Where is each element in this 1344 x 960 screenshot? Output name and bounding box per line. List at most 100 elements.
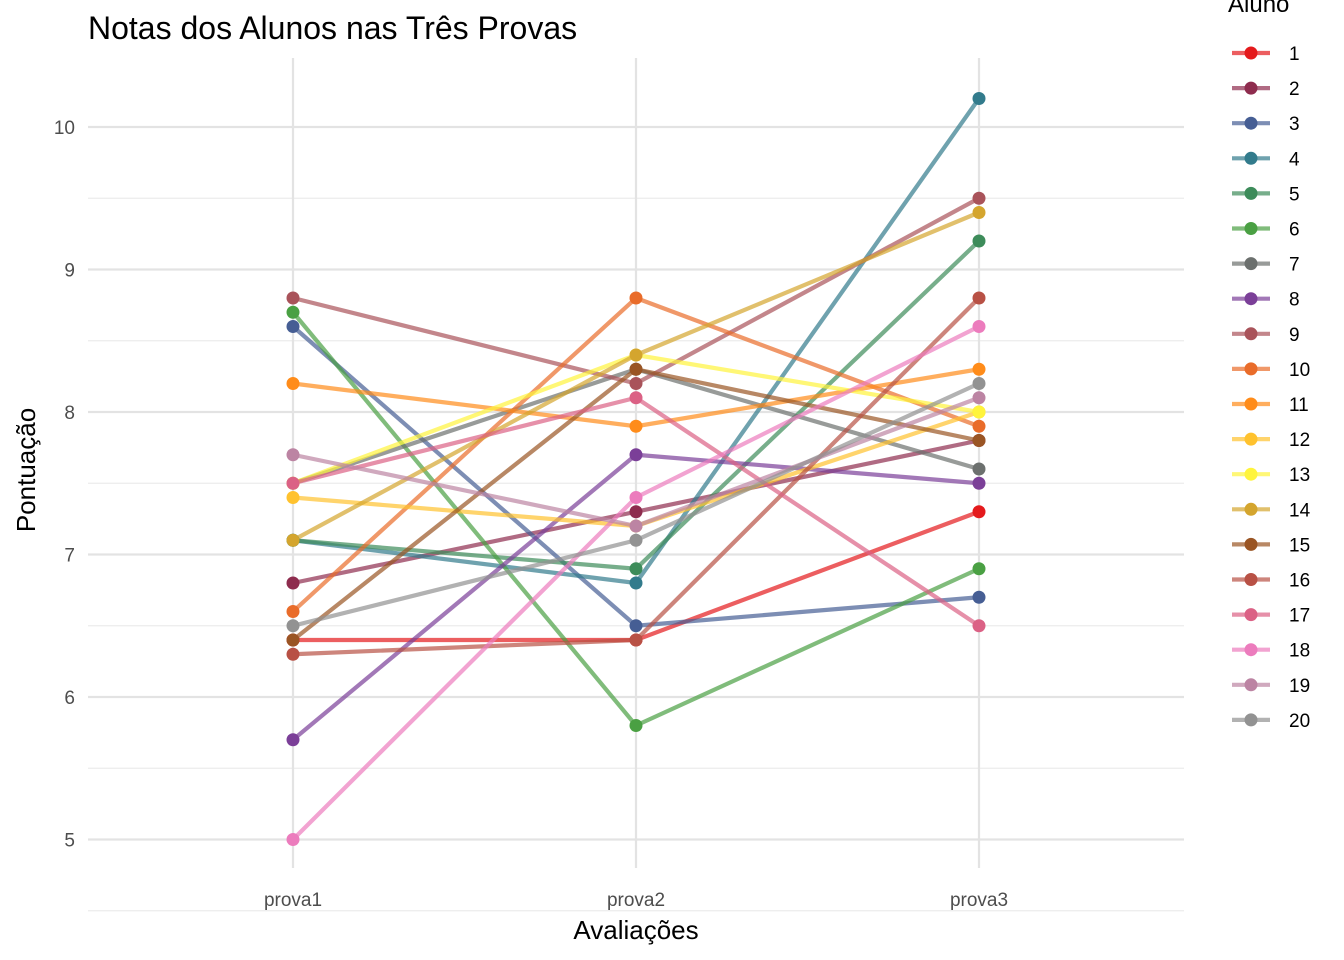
data-point-19	[972, 391, 986, 405]
legend-item: 7	[1232, 255, 1300, 276]
legend-label: 9	[1289, 325, 1300, 346]
data-point-15	[629, 362, 643, 376]
legend-label: 14	[1289, 500, 1311, 521]
y-tick-label: 7	[64, 546, 75, 567]
legend-item: 4	[1232, 149, 1300, 170]
data-point-7	[972, 462, 986, 476]
data-point-3	[972, 590, 986, 604]
y-tick-label: 10	[54, 118, 75, 139]
data-point-12	[286, 491, 300, 504]
x-axis-ticks: prova1 prova2 prova3	[264, 890, 1008, 911]
legend-key-point	[1244, 713, 1258, 727]
data-point-17	[972, 619, 986, 633]
data-point-20	[286, 619, 300, 633]
data-point-5	[972, 234, 986, 248]
legend-label: 5	[1289, 184, 1300, 205]
data-point-18	[286, 833, 300, 846]
legend-item: 12	[1232, 430, 1310, 451]
legend-label: 12	[1289, 430, 1310, 451]
legend-key-point	[1244, 222, 1258, 235]
data-point-20	[972, 377, 986, 390]
legend-label: 4	[1289, 149, 1300, 170]
data-point-11	[972, 362, 986, 376]
legend-key-point	[1244, 327, 1258, 341]
data-point-2	[286, 576, 300, 590]
x-tick-label: prova3	[950, 890, 1008, 911]
legend-label: 8	[1289, 290, 1300, 311]
legend-key-point	[1244, 257, 1258, 271]
legend-label: 15	[1289, 535, 1310, 556]
y-tick-label: 6	[64, 688, 75, 709]
legend-key-point	[1244, 573, 1258, 586]
data-point-3	[629, 619, 643, 633]
legend-label: 20	[1289, 711, 1310, 732]
legend-key-point	[1244, 432, 1258, 446]
y-axis-title: Pontuação	[11, 408, 41, 532]
chart-title: Notas dos Alunos nas Três Provas	[88, 10, 577, 46]
data-point-16	[286, 647, 300, 661]
legend-key-point	[1244, 116, 1258, 130]
legend-item: 10	[1232, 360, 1310, 381]
legend-item: 14	[1232, 500, 1311, 521]
legend-title: Aluno	[1228, 0, 1289, 18]
legend-item: 1	[1232, 44, 1300, 65]
data-point-17	[286, 476, 300, 490]
legend-item: 3	[1232, 114, 1300, 135]
y-axis-ticks: 5 6 7 8 9 10	[54, 118, 75, 852]
legend-item: 9	[1232, 325, 1300, 346]
data-point-4	[629, 576, 643, 590]
legend-item: 20	[1232, 711, 1310, 732]
major-gridlines	[88, 58, 1184, 868]
legend-key-point	[1244, 186, 1258, 200]
legend-key-point	[1244, 467, 1258, 481]
y-tick-label: 9	[64, 261, 75, 282]
data-point-1	[972, 505, 986, 519]
legend-label: 2	[1289, 79, 1300, 100]
data-point-14	[972, 206, 986, 219]
data-point-6	[629, 719, 643, 732]
x-tick-label: prova2	[607, 890, 665, 911]
data-point-10	[972, 419, 986, 433]
legend-item: 5	[1232, 184, 1300, 205]
legend-key-point	[1244, 81, 1258, 95]
data-point-18	[629, 491, 643, 504]
legend-key-point	[1244, 292, 1258, 306]
data-point-3	[286, 320, 300, 333]
legend-item: 13	[1232, 465, 1310, 486]
data-point-5	[629, 562, 643, 576]
x-axis-title: Avaliações	[573, 915, 698, 945]
data-point-6	[972, 562, 986, 576]
x-tick-label: prova1	[264, 890, 322, 911]
legend-label: 10	[1289, 360, 1310, 381]
data-point-6	[286, 305, 300, 319]
legend-item: 16	[1232, 571, 1310, 592]
legend-label: 16	[1289, 571, 1310, 592]
data-point-10	[629, 291, 643, 305]
legend-label: 7	[1289, 255, 1300, 276]
data-point-19	[286, 448, 300, 462]
legend-item: 11	[1232, 395, 1309, 416]
legend-item: 2	[1232, 79, 1300, 100]
data-point-4	[972, 92, 986, 105]
data-point-20	[629, 533, 643, 547]
data-point-13	[972, 405, 986, 419]
legend-key-point	[1244, 397, 1258, 411]
legend-item: 18	[1232, 641, 1310, 662]
data-point-2	[629, 505, 643, 519]
y-tick-label: 8	[64, 403, 75, 424]
data-point-8	[972, 476, 986, 490]
data-point-15	[286, 633, 300, 647]
data-point-11	[629, 419, 643, 433]
legend-item: 19	[1232, 676, 1310, 697]
legend-label: 19	[1289, 676, 1310, 697]
legend-label: 6	[1289, 220, 1300, 241]
legend-label: 18	[1289, 641, 1310, 662]
legend-key-point	[1244, 502, 1258, 516]
legend-item: 15	[1232, 535, 1310, 556]
data-point-14	[286, 533, 300, 547]
legend-item: 8	[1232, 290, 1300, 311]
legend-key-point	[1244, 678, 1258, 692]
legend-key-point	[1244, 608, 1258, 622]
